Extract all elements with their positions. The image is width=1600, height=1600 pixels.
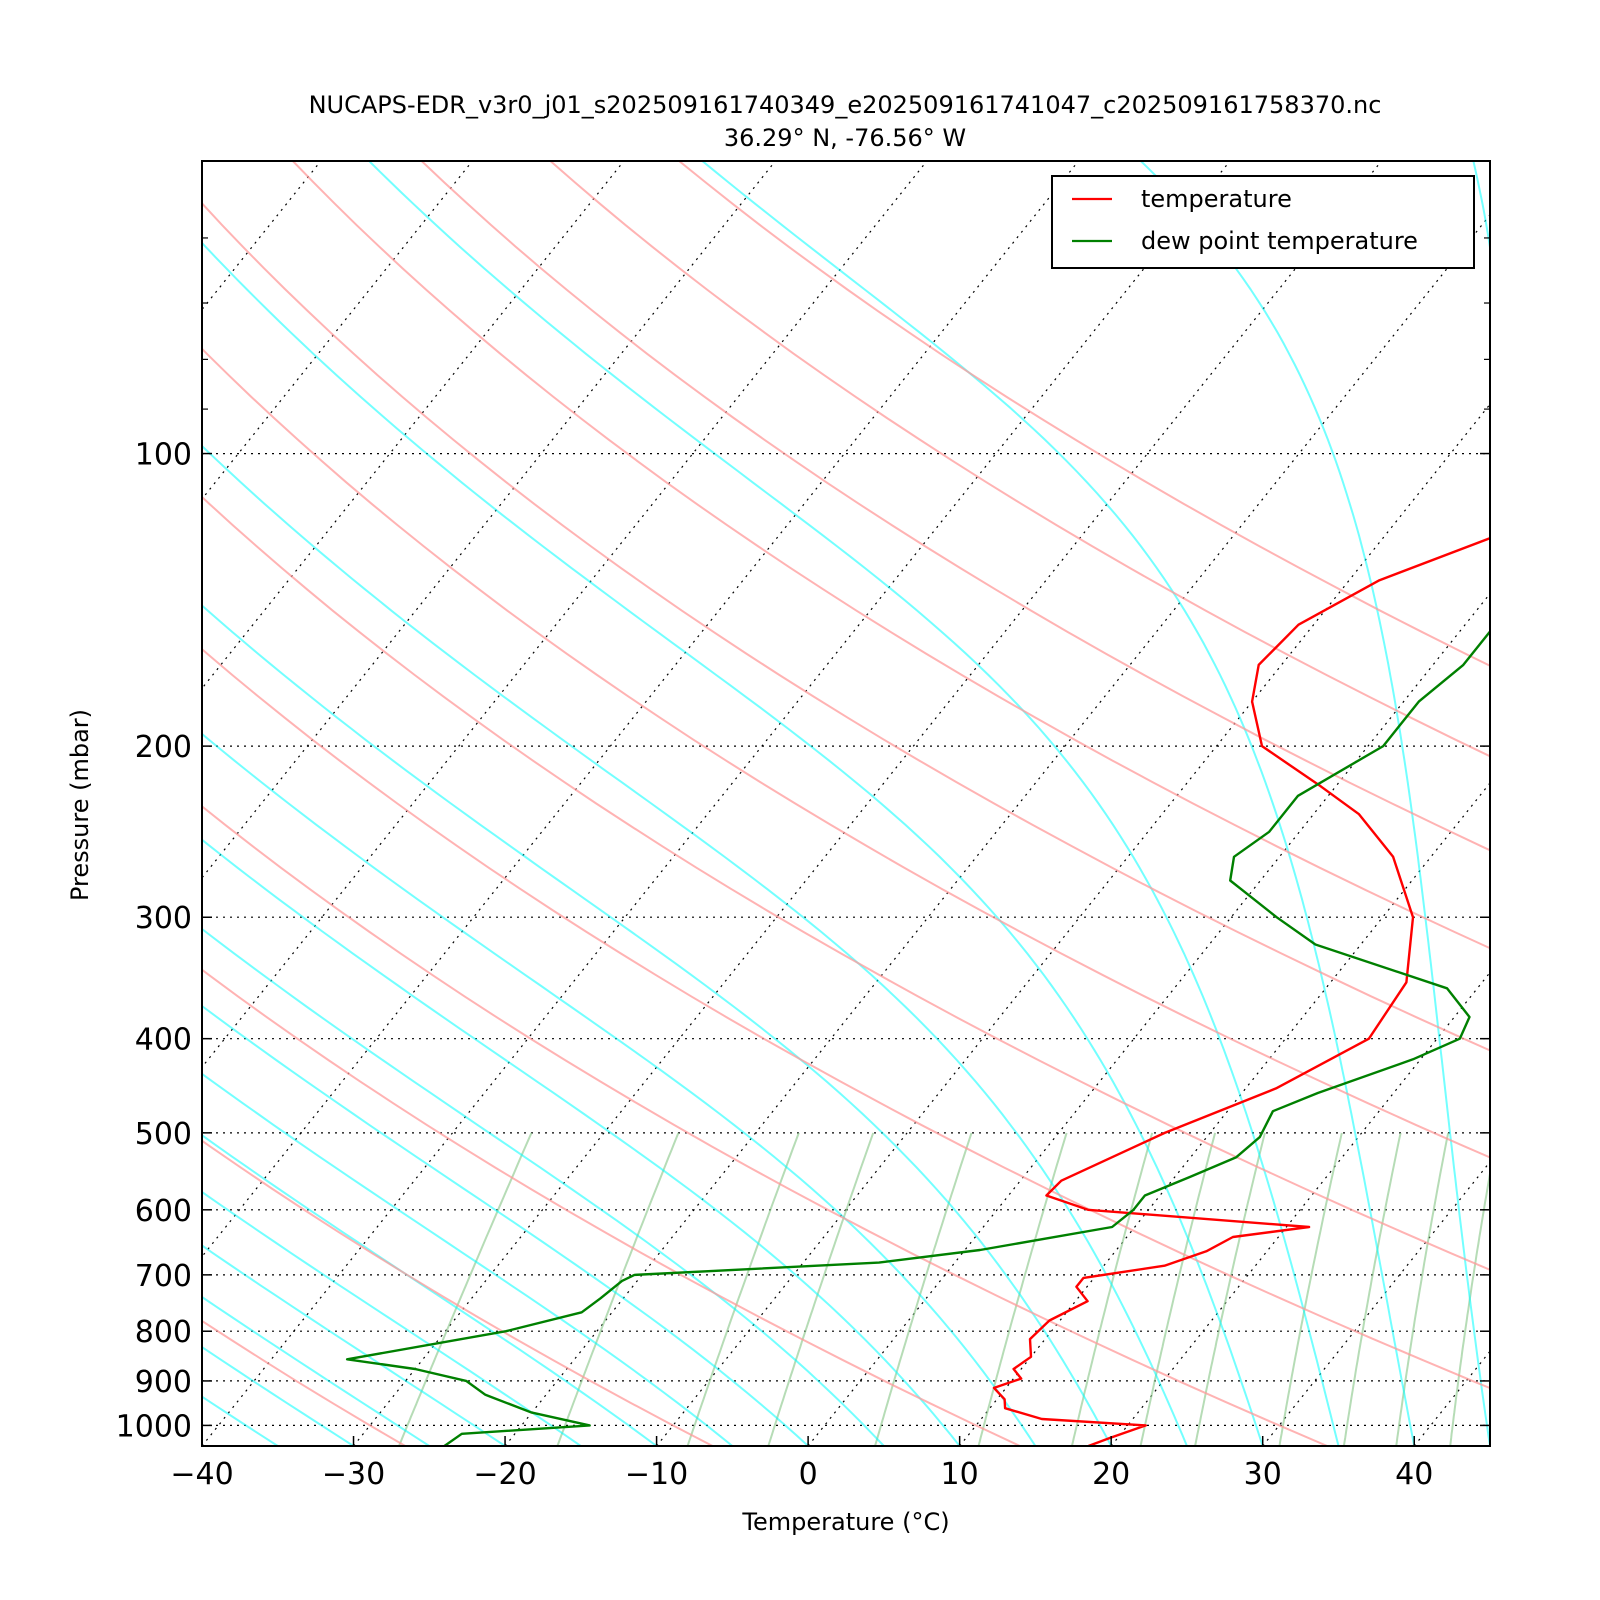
legend-box (1051, 175, 1475, 269)
plot-frame (201, 160, 1491, 1447)
x-tick-label: −30 (322, 1457, 385, 1492)
legend-label-temperature: temperature (1141, 185, 1292, 213)
dry-adiabat-line (202, 968, 1021, 1446)
isotherm-line (0, 161, 18, 1446)
moist-adiabat-line (202, 604, 1113, 1446)
y-tick-label: 1000 (116, 1409, 192, 1444)
isotherm-line (353, 161, 1382, 1446)
moist-adiabat-line (202, 444, 1188, 1446)
dry-adiabat-line (549, 161, 1490, 758)
chart-subtitle: 36.29° N, -76.56° W (724, 124, 966, 152)
moist-adiabat-line (202, 241, 1264, 1446)
moist-adiabat-line (1140, 161, 1490, 1446)
mixing-ratio-line (1194, 1132, 1266, 1446)
moist-adiabat-line (202, 1004, 809, 1446)
y-tick-label: 800 (135, 1315, 192, 1350)
moist-adiabat-line (202, 1190, 582, 1446)
isotherm-line (202, 161, 1231, 1446)
x-tick-label: −40 (170, 1457, 233, 1492)
mixing-ratio-line (1070, 1132, 1154, 1446)
moist-adiabat-line (202, 838, 961, 1446)
moist-adiabat-line (202, 1134, 658, 1446)
dry-adiabat-line (420, 161, 1490, 852)
dry-adiabat-lines (202, 161, 1490, 1446)
dewpoint-line (345, 629, 1490, 1446)
y-tick-label: 100 (135, 438, 192, 473)
moist-adiabat-line (202, 1444, 203, 1446)
y-tick-label: 200 (135, 730, 192, 765)
dry-adiabat-line (202, 805, 1328, 1446)
mixing-ratio-line (1342, 1132, 1402, 1446)
mixing-ratio-line (686, 1132, 800, 1446)
plot-area (0, 161, 1600, 1446)
profile-lines (345, 536, 1490, 1446)
x-tick-label: 10 (941, 1457, 979, 1492)
isotherm-line (1413, 1350, 1490, 1446)
dry-adiabat-line (202, 647, 1490, 1390)
mixing-ratio-line (556, 1132, 680, 1446)
isotherm-line (1262, 1160, 1490, 1446)
y-axis-label: Pressure (mbar) (66, 709, 94, 901)
moist-adiabat-lines (202, 161, 1490, 1446)
mixing-ratio-line (398, 1132, 533, 1446)
isotherm-line (202, 161, 1079, 1258)
moist-adiabat-line (202, 732, 1037, 1446)
moist-adiabat-line (202, 1072, 734, 1446)
dry-adiabat-line (202, 1139, 714, 1446)
dry-adiabat-line (202, 347, 1490, 1159)
y-tick-label: 600 (135, 1194, 192, 1229)
dry-adiabat-line (292, 161, 1490, 950)
isotherm-line (202, 161, 322, 311)
moist-adiabat-line (368, 161, 1340, 1446)
moist-adiabat-line (701, 161, 1416, 1446)
y-tick-label: 400 (135, 1023, 192, 1058)
legend: temperature dew point temperature (1051, 175, 1475, 269)
dry-adiabat-line (202, 201, 1490, 1052)
mixing-ratio-line (1449, 1167, 1490, 1446)
moist-adiabat-line (202, 1345, 355, 1446)
y-axis-ticks: 100 200 300 400 500 600 700 800 900 1000 (116, 160, 1490, 1444)
x-tick-label: 0 (799, 1457, 818, 1492)
x-tick-label: 20 (1092, 1457, 1130, 1492)
moist-adiabat-line (202, 927, 885, 1446)
mixing-ratio-line (767, 1132, 875, 1446)
temperature-line (992, 536, 1490, 1446)
isotherm-line (807, 592, 1490, 1446)
y-tick-label: 700 (135, 1259, 192, 1294)
y-tick-label: 500 (135, 1117, 192, 1152)
x-tick-label: −10 (625, 1457, 688, 1492)
moist-adiabat-line (202, 1395, 279, 1446)
dry-adiabat-line (678, 161, 1490, 667)
isotherm-line (1566, 161, 1600, 1446)
isotherm-line (504, 213, 1490, 1446)
mixing-ratio-line (1139, 1132, 1217, 1446)
isotherm-line (656, 403, 1490, 1446)
isotherm-line (959, 782, 1490, 1446)
x-axis-label: Temperature (°C) (741, 1508, 949, 1536)
mixing-ratio-lines (398, 1132, 1490, 1446)
isotherm-lines (0, 161, 1600, 1446)
x-tick-label: 40 (1395, 1457, 1433, 1492)
mixing-ratio-line (1278, 1132, 1343, 1446)
mixing-ratio-line (977, 1132, 1068, 1446)
chart-title: NUCAPS-EDR_v3r0_j01_s202509161740349_e20… (309, 91, 1382, 119)
mixing-ratio-line (1395, 1132, 1450, 1446)
y-tick-label: 300 (135, 901, 192, 936)
isobar-gridlines (202, 453, 1490, 1427)
x-tick-label: 30 (1244, 1457, 1282, 1492)
moist-adiabat-line (1472, 161, 1490, 254)
dry-adiabat-line (202, 495, 1490, 1271)
y-tick-label: 900 (135, 1365, 192, 1400)
legend-label-dewpoint: dew point temperature (1141, 227, 1418, 255)
x-tick-label: −20 (473, 1457, 536, 1492)
x-axis-ticks: −40 −30 −20 −10 0 10 20 30 40 (170, 1436, 1433, 1492)
